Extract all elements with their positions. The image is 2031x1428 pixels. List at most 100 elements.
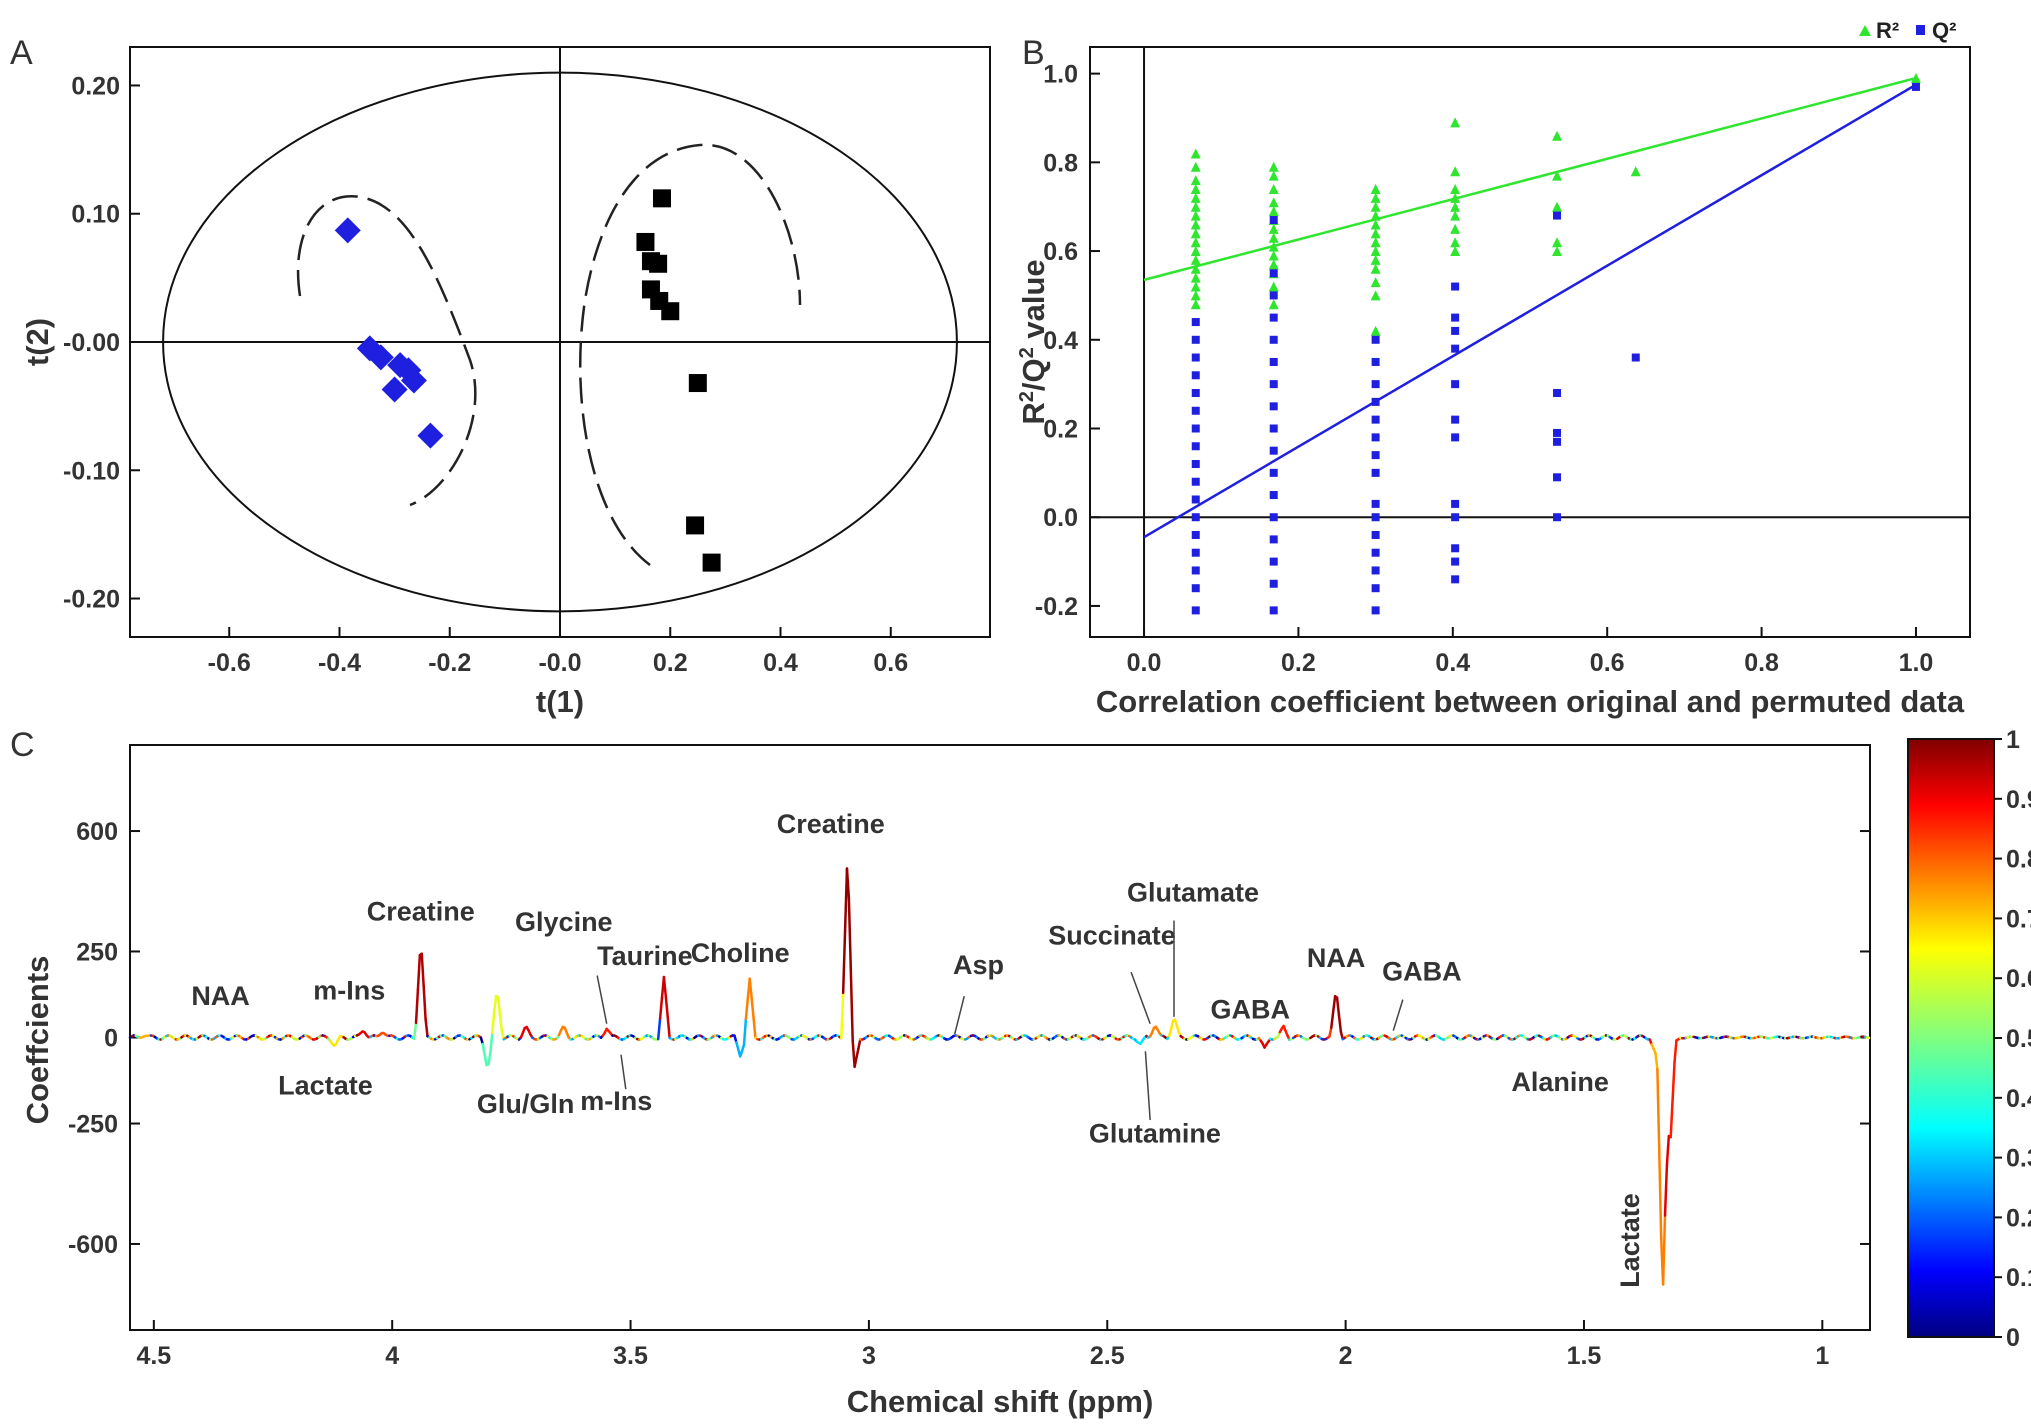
q2-point bbox=[1451, 433, 1460, 442]
colorbar-tick-label: 0.9 bbox=[2006, 786, 2031, 814]
peak-annotation: Alanine bbox=[1511, 1067, 1609, 1097]
q2-point bbox=[1191, 335, 1200, 344]
r2-point bbox=[1268, 170, 1279, 181]
q2-point bbox=[1269, 380, 1278, 389]
r2-point bbox=[1190, 246, 1201, 257]
colorbar: 1 0.9 0.8 0.7 0.6 0.5 0.4 0.3 0.2 0.1 0 bbox=[1907, 726, 2031, 1352]
r2-point bbox=[1450, 192, 1461, 203]
colorbar-tick-label: 0.7 bbox=[2006, 905, 2031, 933]
line-segment bbox=[412, 1021, 418, 1040]
y-tick-label: -250 bbox=[68, 1111, 118, 1139]
x-tick-label: 2.5 bbox=[1090, 1342, 1125, 1370]
line-segment bbox=[1865, 1036, 1871, 1040]
q2-point bbox=[1191, 530, 1200, 539]
regression-line bbox=[1143, 76, 1917, 282]
colorbar-tick-label: 0.5 bbox=[2006, 1025, 2031, 1053]
colorbar-tick-label: 0.6 bbox=[2006, 965, 2031, 993]
r2-point bbox=[1190, 237, 1201, 248]
q2-point bbox=[1191, 584, 1200, 593]
q2-point bbox=[1269, 579, 1278, 588]
y-axis-label-superscript: 2 bbox=[1016, 391, 1038, 402]
x-tick-label: -0.4 bbox=[318, 649, 361, 677]
r2-point bbox=[1190, 290, 1201, 301]
q2-point bbox=[1451, 313, 1460, 322]
line-segment bbox=[1671, 1060, 1676, 1101]
legend-q2-marker bbox=[1916, 25, 1925, 35]
line-segment bbox=[750, 996, 755, 1019]
y-tick-label: 0.4 bbox=[1043, 327, 1078, 355]
r2-point bbox=[1370, 254, 1381, 265]
r2-point bbox=[1370, 277, 1381, 288]
q2-point bbox=[1191, 566, 1200, 575]
scores-plot: -0.6 -0.4 -0.2 -0.0 0.2 0.4 0.6 0.20 0.10 -0.00 -0… bbox=[20, 46, 991, 719]
x-tick-label: -0.0 bbox=[538, 649, 581, 677]
q2-point bbox=[1553, 513, 1562, 522]
line-segment bbox=[1663, 1163, 1669, 1217]
x-tick-label: 0.6 bbox=[1590, 649, 1625, 677]
r2-point bbox=[1190, 281, 1201, 292]
leader-line bbox=[620, 1054, 627, 1090]
q2-point bbox=[1371, 433, 1380, 442]
q2-point bbox=[1191, 513, 1200, 522]
r2-point bbox=[1190, 254, 1201, 265]
panel-label-c: C bbox=[10, 726, 35, 764]
diamond-point bbox=[334, 217, 361, 244]
y-axis-label-part: R bbox=[1016, 402, 1051, 424]
axis-ticks: 0.0 0.2 0.4 0.6 0.8 1.0 1.0 0.8 0.6 0.4 0.2 0.0 -0.2 bbox=[1035, 61, 1933, 677]
group-arc-left bbox=[296, 194, 477, 507]
line-segment bbox=[1658, 1152, 1663, 1240]
line-segment bbox=[424, 1017, 429, 1038]
r2-point bbox=[1630, 166, 1641, 177]
q2-point bbox=[1269, 269, 1278, 278]
q2-point bbox=[1371, 380, 1380, 389]
x-tick-label: 1.0 bbox=[1899, 649, 1934, 677]
q2-point bbox=[1451, 380, 1460, 389]
q2-point bbox=[1269, 424, 1278, 433]
leader-line bbox=[1392, 999, 1404, 1031]
peak-annotation: m-Ins bbox=[313, 976, 385, 1006]
group-arc-right bbox=[578, 143, 802, 566]
peak-annotation: Taurine bbox=[597, 941, 693, 971]
peak-annotation: Glutamine bbox=[1089, 1118, 1221, 1148]
r2-point bbox=[1450, 201, 1461, 212]
square-point bbox=[661, 302, 680, 321]
q2-point bbox=[1371, 566, 1380, 575]
peak-annotation: Glutamate bbox=[1127, 878, 1259, 908]
y-tick-label: -0.20 bbox=[63, 586, 120, 614]
y-tick-label: 0 bbox=[104, 1025, 118, 1053]
q2-point bbox=[1191, 424, 1200, 433]
y-tick-label: 600 bbox=[76, 818, 118, 846]
q2-point bbox=[1631, 353, 1640, 362]
data-points bbox=[1143, 73, 1921, 615]
line-segment bbox=[845, 867, 851, 900]
r2-point bbox=[1190, 175, 1201, 186]
coefficient-plot: 4.5 4 3.5 3 2.5 2 1.5 1 600 250 0 -250 -600 NAA m-Ins… bbox=[20, 744, 1871, 1419]
q2-point bbox=[1553, 428, 1562, 437]
peak-annotation: Lactate bbox=[278, 1070, 373, 1100]
peak-annotation: Glycine bbox=[515, 907, 613, 937]
r2-point bbox=[1370, 183, 1381, 194]
y-tick-label: -600 bbox=[68, 1231, 118, 1259]
colorbar-tick-label: 0 bbox=[2006, 1324, 2020, 1352]
q2-point bbox=[1191, 389, 1200, 398]
peak-annotation: Asp bbox=[953, 950, 1004, 980]
line-segment bbox=[487, 1051, 492, 1066]
r2-point bbox=[1268, 183, 1279, 194]
q2-point bbox=[1911, 82, 1920, 91]
q2-point bbox=[1269, 468, 1278, 477]
line-segment bbox=[492, 994, 498, 1013]
q2-point bbox=[1451, 544, 1460, 553]
r2-point bbox=[1190, 299, 1201, 310]
r2-point bbox=[1370, 192, 1381, 203]
q2-point bbox=[1269, 491, 1278, 500]
line-segment bbox=[744, 997, 750, 1021]
line-segment bbox=[752, 1016, 757, 1040]
q2-point bbox=[1269, 402, 1278, 411]
colorbar-tick-label: 0.3 bbox=[2006, 1145, 2031, 1173]
r2-point bbox=[1268, 299, 1279, 310]
q2-point bbox=[1371, 451, 1380, 460]
line-segment bbox=[1331, 994, 1337, 1013]
r2-point bbox=[1370, 263, 1381, 274]
line-segment bbox=[422, 984, 427, 1021]
r2-point bbox=[1552, 246, 1563, 257]
